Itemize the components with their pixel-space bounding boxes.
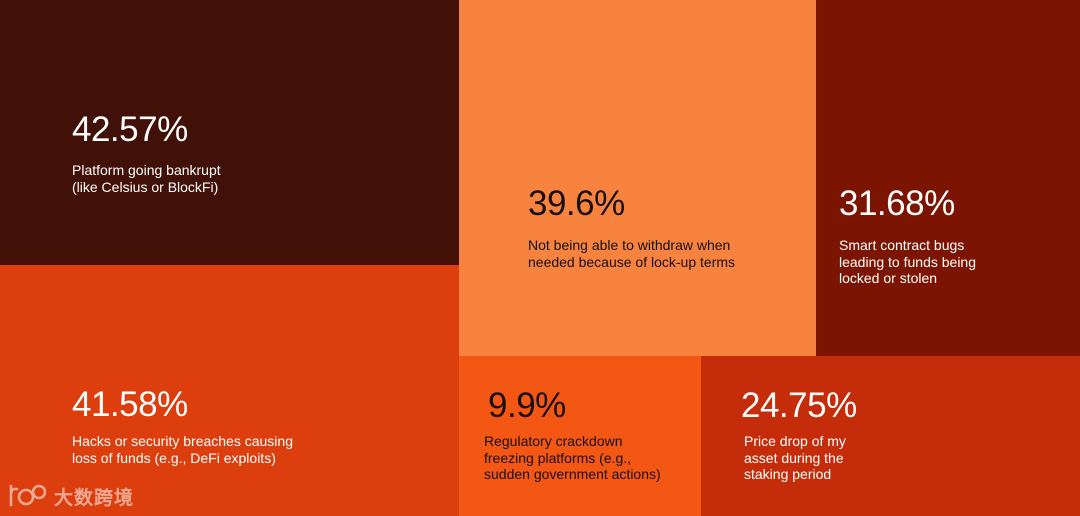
- tile-platform-bankrupt: 42.57% Platform going bankrupt (like Cel…: [0, 0, 459, 265]
- tile-value: 41.58%: [72, 385, 188, 424]
- tile-smart-contract-bugs: 31.68% Smart contract bugs leading to fu…: [816, 0, 1080, 356]
- tile-value: 9.9%: [488, 386, 566, 425]
- tile-regulatory-crackdown: 9.9% Regulatory crackdown freezing platf…: [459, 356, 701, 516]
- tile-value: 24.75%: [741, 386, 857, 425]
- tile-label: Regulatory crackdown freezing platforms …: [484, 433, 661, 482]
- tile-value: 42.57%: [72, 110, 188, 149]
- tile-price-drop: 24.75% Price drop of my asset during the…: [701, 356, 1080, 516]
- watermark: 大数跨境: [8, 480, 134, 512]
- tile-hacks-breaches: 41.58% Hacks or security breaches causin…: [0, 265, 459, 516]
- tile-label: Smart contract bugs leading to funds bei…: [839, 237, 976, 286]
- tile-label: Platform going bankrupt (like Celsius or…: [72, 162, 221, 195]
- tile-value: 39.6%: [528, 184, 625, 223]
- tile-label: Not being able to withdraw when needed b…: [528, 237, 736, 270]
- ebo-logo-icon: [9, 484, 47, 507]
- watermark-text: 大数跨境: [54, 486, 135, 509]
- tile-label: Price drop of my asset during the stakin…: [744, 433, 846, 482]
- tile-withdraw-lockup: 39.6% Not being able to withdraw when ne…: [459, 0, 816, 356]
- tile-label: Hacks or security breaches causing loss …: [72, 433, 293, 466]
- tile-value: 31.68%: [839, 184, 955, 223]
